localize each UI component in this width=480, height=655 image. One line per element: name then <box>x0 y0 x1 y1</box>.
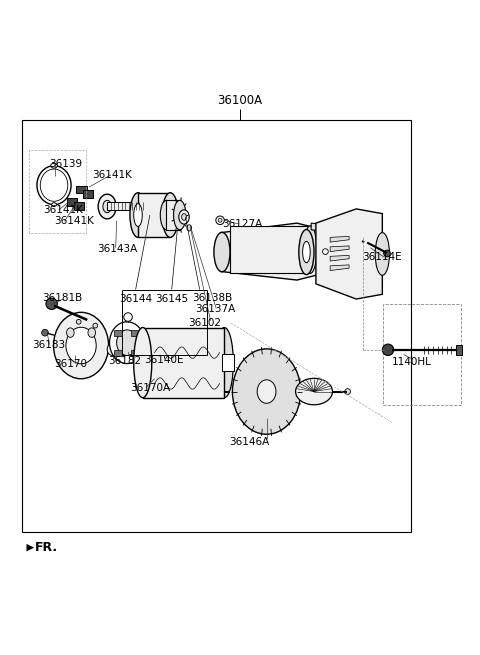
Ellipse shape <box>179 210 189 224</box>
Ellipse shape <box>103 200 111 213</box>
Ellipse shape <box>52 202 56 206</box>
Ellipse shape <box>107 343 118 356</box>
Bar <box>131 329 139 336</box>
Ellipse shape <box>232 349 301 434</box>
Text: 36140E: 36140E <box>144 355 184 365</box>
Polygon shape <box>221 223 354 280</box>
Ellipse shape <box>162 193 179 237</box>
Text: 36137A: 36137A <box>195 305 235 314</box>
Ellipse shape <box>174 200 186 230</box>
Text: 36114E: 36114E <box>362 252 402 262</box>
Bar <box>67 198 77 206</box>
Bar <box>143 328 224 398</box>
Text: 36127A: 36127A <box>222 219 262 229</box>
Polygon shape <box>330 236 349 242</box>
Text: FR.: FR. <box>35 541 58 554</box>
Polygon shape <box>311 223 335 233</box>
Ellipse shape <box>109 322 144 364</box>
Bar <box>456 345 462 355</box>
Polygon shape <box>330 246 349 252</box>
Ellipse shape <box>98 194 116 219</box>
Ellipse shape <box>130 193 146 237</box>
Bar <box>107 202 150 210</box>
Circle shape <box>384 250 390 257</box>
Bar <box>143 203 155 209</box>
Text: 1140HL: 1140HL <box>392 357 432 367</box>
Ellipse shape <box>160 200 173 230</box>
Ellipse shape <box>302 242 310 263</box>
Ellipse shape <box>181 214 186 220</box>
Ellipse shape <box>54 312 108 379</box>
Ellipse shape <box>40 169 68 201</box>
Text: 36143A: 36143A <box>96 244 137 253</box>
Text: 36145: 36145 <box>155 294 188 304</box>
Text: 36141K: 36141K <box>43 205 83 215</box>
Text: 36181B: 36181B <box>42 293 82 303</box>
Ellipse shape <box>134 328 152 398</box>
Ellipse shape <box>66 328 96 364</box>
Bar <box>229 226 310 273</box>
Circle shape <box>93 323 97 328</box>
Text: 36144: 36144 <box>119 294 152 304</box>
Bar <box>167 200 180 230</box>
Bar <box>83 191 94 198</box>
Ellipse shape <box>88 328 96 337</box>
Ellipse shape <box>37 166 71 204</box>
Text: 36141K: 36141K <box>92 170 132 179</box>
Circle shape <box>345 388 350 394</box>
Bar <box>384 304 461 405</box>
Ellipse shape <box>117 330 137 356</box>
Ellipse shape <box>299 229 314 274</box>
Bar <box>74 202 84 210</box>
Circle shape <box>124 313 132 322</box>
Text: 36141K: 36141K <box>54 216 94 226</box>
Polygon shape <box>330 265 349 271</box>
Circle shape <box>76 320 81 324</box>
Ellipse shape <box>303 226 317 273</box>
Ellipse shape <box>216 328 233 398</box>
Bar <box>114 329 122 336</box>
Text: 36102: 36102 <box>188 318 221 328</box>
Circle shape <box>383 344 394 356</box>
Ellipse shape <box>51 163 57 168</box>
Bar <box>76 185 87 193</box>
Text: 36139: 36139 <box>49 159 83 169</box>
Text: 36170: 36170 <box>54 358 87 369</box>
Polygon shape <box>222 354 234 371</box>
Text: 36100A: 36100A <box>217 94 263 107</box>
Polygon shape <box>316 209 383 299</box>
Ellipse shape <box>257 380 276 403</box>
Ellipse shape <box>67 328 74 337</box>
Circle shape <box>323 249 328 254</box>
Text: 36138B: 36138B <box>192 293 233 303</box>
Ellipse shape <box>187 225 192 231</box>
Circle shape <box>218 218 222 222</box>
Polygon shape <box>26 544 34 552</box>
Circle shape <box>216 216 224 225</box>
Bar <box>138 193 170 237</box>
Bar <box>22 120 411 533</box>
Bar <box>131 350 139 356</box>
Text: 36182: 36182 <box>108 356 141 365</box>
Ellipse shape <box>375 233 389 275</box>
Text: 36183: 36183 <box>32 339 65 350</box>
Bar <box>114 350 122 356</box>
Polygon shape <box>330 255 349 261</box>
Circle shape <box>46 298 57 309</box>
Text: 36170A: 36170A <box>130 383 170 393</box>
Ellipse shape <box>296 379 333 405</box>
Text: 36146A: 36146A <box>229 438 270 447</box>
Ellipse shape <box>134 204 142 227</box>
Circle shape <box>42 329 48 336</box>
Ellipse shape <box>214 233 230 272</box>
